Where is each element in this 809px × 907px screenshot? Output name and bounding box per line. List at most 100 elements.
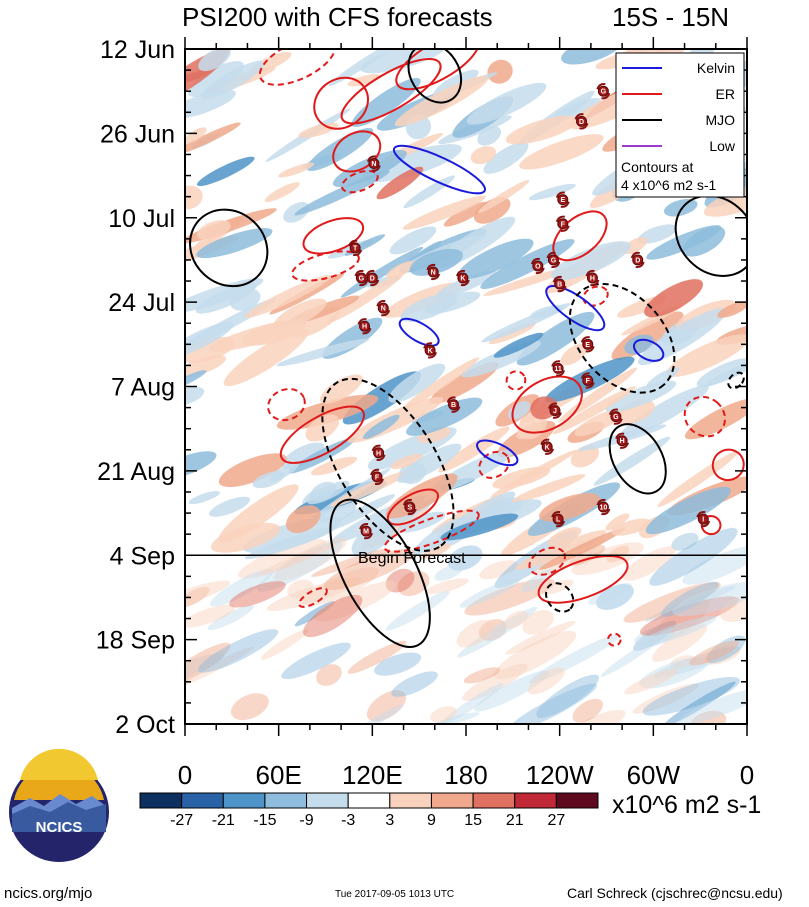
er-contour-positive <box>711 448 745 482</box>
anomaly-patch <box>652 624 708 662</box>
y-tick-label: 18 Sep <box>96 627 175 655</box>
anomaly-patch <box>623 581 721 623</box>
anomaly-patch <box>703 180 747 217</box>
storm-marker: J <box>548 402 562 419</box>
anomaly-patch <box>671 532 699 551</box>
storm-marker: S <box>402 498 417 516</box>
anomaly-patch <box>459 578 521 608</box>
y-tick-label: 2 Oct <box>115 711 175 739</box>
storm-marker: H <box>615 432 630 449</box>
kelvin-contour-positive <box>632 338 665 362</box>
storm-label: J <box>553 408 557 415</box>
anomaly-patch <box>185 68 213 85</box>
anomaly-patch <box>400 293 458 322</box>
colorbar-tick-label: -3 <box>341 812 355 829</box>
y-axis: 12 Jun 26 Jun 10 Jul 24 Jul 7 Aug 21 Aug 4 Sep… <box>96 36 747 739</box>
anomaly-patch <box>646 367 680 388</box>
anomaly-patch <box>704 358 747 387</box>
storm-marker: K <box>540 438 555 455</box>
anomaly-patch <box>258 542 339 575</box>
anomaly-patch <box>522 610 554 635</box>
anomaly-patch <box>481 303 571 343</box>
anomaly-patch <box>479 560 518 580</box>
anomaly-patch <box>391 671 438 697</box>
anomaly-patch <box>703 645 741 665</box>
kelvin-contour-positive <box>476 439 519 467</box>
storm-label: O <box>535 263 541 270</box>
anomaly-patch <box>473 197 511 224</box>
colorbar-tick-label: -15 <box>253 812 276 829</box>
anomaly-patch <box>611 518 652 536</box>
anomaly-patch <box>198 49 231 72</box>
anomaly-patch <box>185 604 236 628</box>
anomaly-patch <box>185 89 236 119</box>
er-contour-negative <box>607 632 622 647</box>
anomaly-patch <box>301 567 380 606</box>
anomaly-patch <box>477 179 530 213</box>
storm-marker: D <box>574 113 589 130</box>
anomaly-patch <box>326 494 395 531</box>
anomaly-patch <box>605 513 630 531</box>
storm-marker: E <box>580 336 595 353</box>
anomaly-patch <box>606 545 630 563</box>
anomaly-patch <box>388 363 446 403</box>
kelvin-contour-positive <box>398 317 440 347</box>
storm-marker: M <box>359 523 374 540</box>
anomaly-patch <box>210 522 281 553</box>
anomaly-patch <box>366 690 407 722</box>
footer-url: ncics.org/mjo <box>4 885 92 902</box>
x-tick-label: 60W <box>627 760 681 790</box>
anomaly-patch <box>332 149 407 188</box>
x-tick-label: 120W <box>526 760 594 790</box>
anomaly-patch <box>684 398 747 440</box>
storm-label: K <box>545 444 550 451</box>
anomaly-patch <box>209 496 251 517</box>
anomaly-patch <box>188 491 221 505</box>
anomaly-patch <box>666 334 747 377</box>
mjo-contour-negative <box>568 282 676 394</box>
storm-label: H <box>590 276 595 283</box>
storm-marker: F <box>370 468 384 486</box>
storm-marker: F <box>580 372 595 389</box>
anomaly-patch <box>242 516 342 553</box>
anomaly-patch <box>185 580 231 610</box>
colorbar-tick-label: 27 <box>547 812 565 829</box>
er-contour-positive <box>511 375 583 434</box>
er-contour-positive <box>395 49 481 91</box>
anomaly-patch <box>294 170 390 216</box>
legend-label-low: Low <box>709 138 736 154</box>
anomaly-patch <box>661 581 719 617</box>
anomaly-patch <box>281 642 351 680</box>
storm-marker: O <box>530 257 545 275</box>
anomaly-patch <box>307 480 350 505</box>
anomaly-patch <box>634 626 675 648</box>
anomaly-patch <box>492 466 551 489</box>
anomaly-patch <box>672 581 747 617</box>
anomaly-patch <box>600 627 675 677</box>
anomaly-patch <box>438 426 510 473</box>
er-contour-positive <box>302 217 365 255</box>
legend-label-er: ER <box>716 86 735 102</box>
storm-label: 10 <box>599 505 607 512</box>
er-contour-positive <box>279 405 365 464</box>
anomaly-patch <box>696 358 747 387</box>
anomaly-patch <box>461 341 541 378</box>
storm-marker: H <box>357 318 372 335</box>
anomaly-patch <box>552 386 636 435</box>
anomaly-patch <box>474 670 550 712</box>
y-tick-label: 21 Aug <box>97 458 175 486</box>
colorbar-tick-label: 15 <box>464 812 482 829</box>
anomaly-patch <box>447 545 483 571</box>
storm-label: F <box>561 221 566 228</box>
y-tick-label: 10 Jul <box>108 205 175 233</box>
anomaly-patch <box>210 569 273 607</box>
kelvin-contour-positive <box>545 285 606 332</box>
anomaly-patch <box>527 667 565 695</box>
legend-note-2: 4 x10^6 m2 s-1 <box>621 177 716 193</box>
er-contour-positive <box>313 76 369 130</box>
anomaly-patch <box>347 74 381 87</box>
anomaly-patch <box>657 450 739 507</box>
anomaly-patch <box>717 301 747 318</box>
anomaly-patch <box>385 568 415 593</box>
anomaly-patch <box>406 397 483 436</box>
